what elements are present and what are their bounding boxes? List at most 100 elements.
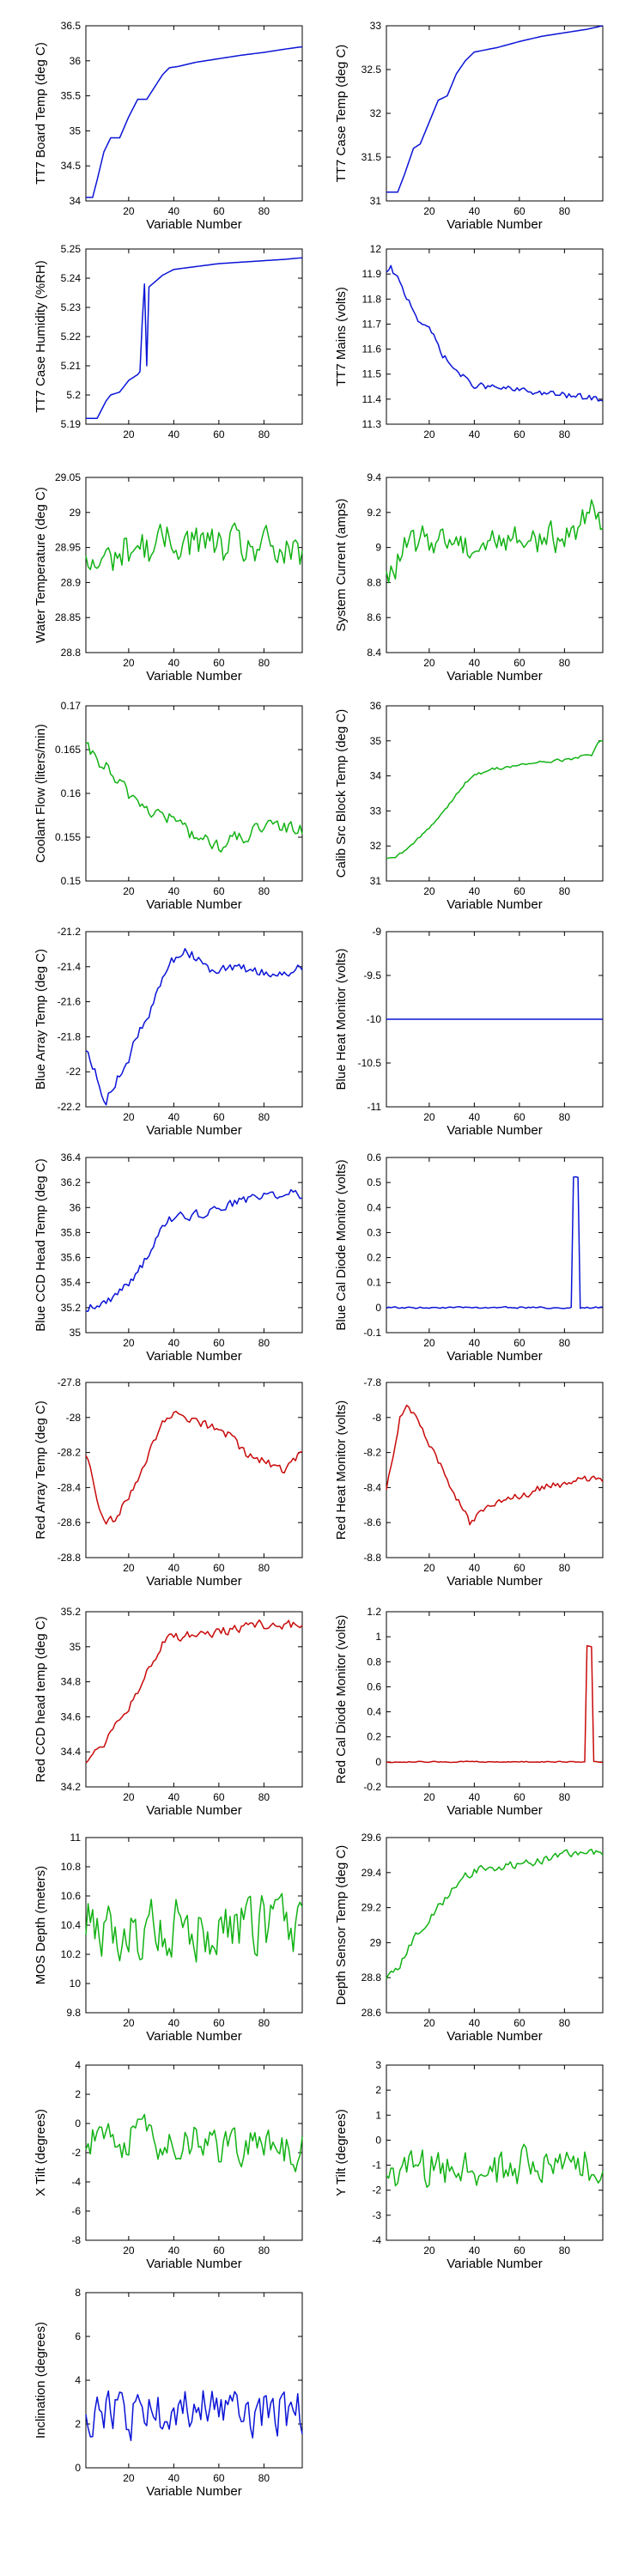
x-tick-label: 40 [469, 205, 481, 217]
y-axis-label: Blue CCD Head Temp (deg C) [33, 1158, 48, 1331]
y-axis-label: System Current (amps) [334, 498, 349, 631]
y-tick-label: 11.9 [362, 268, 382, 280]
x-tick-label: 60 [513, 428, 526, 440]
x-tick-label: 20 [423, 2245, 435, 2257]
y-tick-label: 31 [370, 195, 382, 207]
y-tick-label: 0.155 [55, 831, 81, 843]
y-tick-label: -0.1 [363, 1327, 381, 1339]
y-tick-label: 34.2 [61, 1781, 82, 1793]
y-tick-label: -22.2 [58, 1101, 82, 1113]
x-tick-label: 80 [258, 885, 270, 897]
y-axis-label: Calib Src Block Temp (deg C) [334, 709, 349, 878]
y-axis-label: TT7 Case Temp (deg C) [334, 45, 349, 183]
x-tick-label: 40 [168, 2472, 180, 2484]
y-tick-label: 0 [75, 2462, 81, 2474]
y-tick-label: 31.5 [361, 151, 382, 163]
plot-frame [85, 1611, 303, 1788]
y-tick-label: 5.22 [61, 331, 82, 343]
y-tick-label: 11.7 [362, 318, 382, 330]
y-tick-label: 0.6 [367, 1680, 381, 1692]
chart-panel: 20 40 60 80 -0.1 0 0.1 0.2 0.3 0.4 0.5 0.6 Variable … [334, 1151, 604, 1364]
y-tick-label: 8.4 [367, 647, 381, 659]
plot-frame [386, 477, 604, 653]
chart-panel: 20 40 60 80 11.3 11.4 11.5 11.6 11.7 11.8 11.9 12 TT… [334, 243, 604, 440]
x-tick-label: 80 [559, 1562, 571, 1574]
y-tick-label: -21.4 [58, 961, 82, 973]
series-line [386, 739, 604, 860]
x-axis-label: Variable Number [146, 2484, 241, 2499]
x-tick-label: 20 [123, 2245, 135, 2257]
x-tick-label: 60 [513, 1111, 526, 1123]
x-axis-label: Variable Number [447, 1349, 542, 1364]
y-tick-label: 36 [70, 55, 82, 67]
x-tick-label: 40 [469, 1791, 481, 1803]
x-axis-label: Variable Number [146, 1574, 241, 1589]
y-axis-label: Y Tilt (degrees) [334, 2109, 349, 2196]
x-tick-label: 40 [168, 1111, 180, 1123]
y-tick-label: 34 [70, 195, 82, 207]
y-tick-label: -28.8 [58, 1552, 82, 1564]
y-tick-label: -10.5 [358, 1057, 382, 1069]
x-tick-label: 60 [213, 2017, 225, 2029]
x-tick-label: 80 [559, 657, 571, 669]
x-axis-label: Variable Number [447, 1574, 542, 1589]
x-tick-label: 80 [258, 1791, 270, 1803]
y-tick-label: -8.2 [363, 1447, 381, 1459]
y-tick-label: 36.2 [61, 1176, 82, 1188]
y-tick-label: 5.24 [61, 272, 82, 284]
series-line [85, 1893, 303, 1963]
x-tick-label: 20 [423, 428, 435, 440]
x-axis-label: Variable Number [146, 1123, 241, 1138]
y-tick-label: 4 [75, 2059, 81, 2071]
y-tick-label: 0.3 [367, 1226, 381, 1238]
x-tick-label: 80 [258, 1337, 270, 1349]
chart-panel: 20 40 60 80 34 34.5 35 35.5 36 36.5 Variable Numbe… [33, 20, 303, 232]
y-tick-label: -9 [372, 926, 381, 938]
x-axis-label: Variable Number [447, 1803, 542, 1818]
x-tick-label: 60 [513, 1337, 526, 1349]
y-axis-label: TT7 Case Humidity (%RH) [33, 260, 48, 413]
x-tick-label: 60 [513, 657, 526, 669]
y-tick-label: -8.6 [363, 1516, 381, 1528]
x-tick-label: 20 [423, 657, 435, 669]
x-tick-label: 80 [258, 2472, 270, 2484]
chart-panel: 20 40 60 80 28.6 28.8 29 29.2 29.4 29.6 Variable N… [334, 1832, 604, 2044]
x-tick-label: 60 [513, 1562, 526, 1574]
series-line [386, 1848, 604, 1979]
x-tick-label: 20 [123, 1791, 135, 1803]
x-tick-label: 20 [123, 1337, 135, 1349]
x-tick-label: 40 [469, 2245, 481, 2257]
y-tick-label: 29.05 [55, 471, 81, 483]
series-line [85, 742, 303, 853]
y-axis-label: Blue Cal Diode Monitor (volts) [334, 1159, 349, 1330]
y-tick-label: -2 [372, 2184, 381, 2196]
chart-panel: 20 40 60 80 31 32 33 34 35 36 Variable Number Calib… [334, 700, 604, 912]
x-tick-label: 40 [168, 1791, 180, 1803]
y-tick-label: 28.95 [55, 542, 81, 554]
series-line [85, 1410, 303, 1525]
x-tick-label: 60 [213, 2472, 225, 2484]
y-tick-label: 11.4 [362, 393, 382, 405]
y-tick-label: 36 [70, 1201, 82, 1213]
x-tick-label: 80 [258, 2017, 270, 2029]
chart-panel: 20 40 60 80 28.8 28.85 28.9 28.95 29 29.05 Variabl… [33, 471, 303, 683]
y-axis-label: TT7 Board Temp (deg C) [33, 42, 48, 185]
y-tick-label: 1 [375, 2109, 381, 2121]
series-line [85, 2113, 303, 2172]
plot-frame [85, 1837, 303, 2014]
y-tick-label: 36.4 [61, 1151, 82, 1163]
y-tick-label: 0.165 [55, 744, 81, 756]
x-tick-label: 60 [513, 205, 526, 217]
y-tick-label: -27.8 [58, 1376, 82, 1388]
x-tick-label: 80 [258, 2245, 270, 2257]
x-tick-label: 60 [513, 2017, 526, 2029]
x-tick-label: 20 [423, 885, 435, 897]
y-tick-label: 34.8 [61, 1676, 82, 1688]
y-tick-label: 36 [370, 700, 382, 712]
y-axis-label: Blue Array Temp (deg C) [33, 949, 48, 1090]
y-tick-label: 33 [370, 20, 382, 32]
plot-frame [85, 1157, 303, 1334]
y-tick-label: -6 [71, 2205, 81, 2217]
x-axis-label: Variable Number [146, 669, 241, 683]
y-tick-label: 0 [75, 2117, 81, 2129]
